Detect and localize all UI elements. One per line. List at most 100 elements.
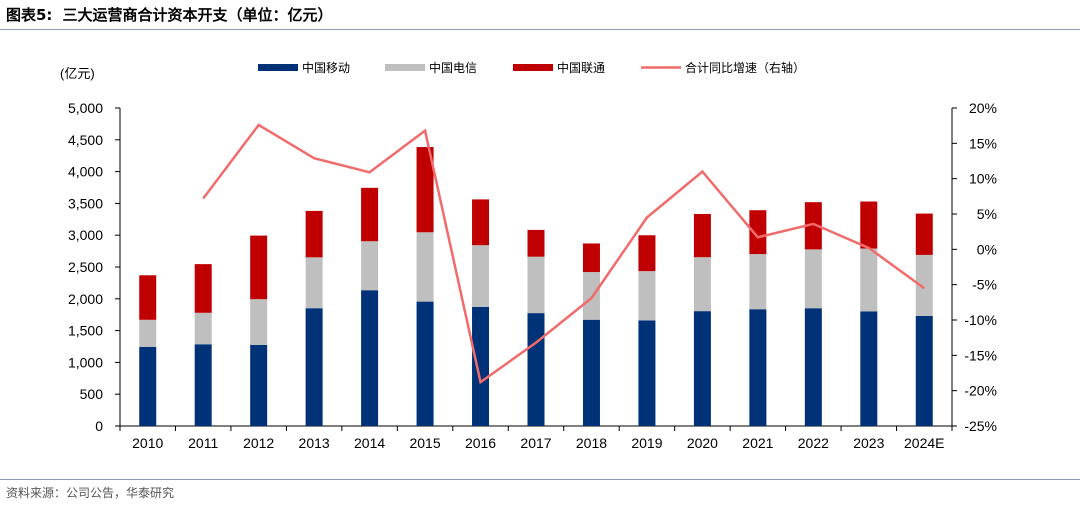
- y-right-tick-label: -25%: [964, 418, 997, 434]
- bar-cmcc: [693, 311, 711, 426]
- bar-telecom: [472, 245, 490, 307]
- y-left-tick-label: 1,500: [68, 323, 103, 339]
- bar-unicom: [527, 229, 545, 257]
- bar-unicom: [472, 199, 490, 246]
- bar-telecom: [638, 271, 656, 321]
- bar-telecom: [860, 248, 878, 312]
- x-tick-label: 2021: [742, 435, 773, 451]
- bar-cmcc: [472, 306, 490, 426]
- figure-title-text: 三大运营商合计资本开支（单位：亿元）: [62, 6, 333, 24]
- bar-telecom: [915, 254, 933, 316]
- bar-telecom: [527, 256, 545, 314]
- x-tick-label: 2010: [132, 435, 163, 451]
- y-left-tick-label: 1,000: [68, 354, 103, 370]
- bar-cmcc: [194, 344, 212, 426]
- bar-unicom: [139, 275, 157, 320]
- bar-telecom: [194, 312, 212, 345]
- bar-telecom: [361, 241, 379, 291]
- legend-growth-label: 合计同比增速（右轴）: [685, 60, 805, 75]
- bar-unicom: [915, 213, 933, 255]
- bar-unicom: [361, 187, 379, 242]
- y-right-tick-label: 0%: [977, 241, 997, 257]
- x-tick-label: 2014: [354, 435, 385, 451]
- y-right-tick-label: -5%: [972, 277, 997, 293]
- bar-unicom: [749, 210, 767, 255]
- y-right-tick-label: 10%: [969, 171, 997, 187]
- legend-growth: 合计同比增速（右轴）: [641, 60, 805, 75]
- y-right-tick-label: 20%: [969, 100, 997, 116]
- y-right-tick-label: 15%: [969, 135, 997, 151]
- bar-unicom: [250, 235, 268, 300]
- bar-telecom: [305, 257, 323, 309]
- bar-telecom: [582, 272, 600, 320]
- source-note: 资料来源：公司公告，华泰研究: [6, 486, 175, 500]
- bar-cmcc: [361, 290, 379, 426]
- bar-cmcc: [860, 311, 878, 426]
- chart-axes: 0 500 1,000 1,500 2,000 2,500 3,000 3,500 4,000 4…: [68, 100, 997, 451]
- bar-cmcc: [749, 309, 767, 426]
- capex-chart: 中国移动 中国电信 中国联通 合计同比增速（右轴） (亿元) 0 500 1,000 1,5…: [60, 60, 997, 451]
- x-tick-label: 2016: [465, 435, 496, 451]
- legend-cmcc: 中国移动: [258, 60, 350, 75]
- legend-cmcc-swatch: [258, 64, 298, 71]
- footer-divider: [0, 479, 1080, 480]
- figure-title: 图表5: 三大运营商合计资本开支（单位：亿元）: [6, 4, 332, 25]
- y-left-tick-label: 3,000: [68, 227, 103, 243]
- bar-unicom: [638, 235, 656, 272]
- legend-unicom-swatch: [513, 64, 553, 71]
- figure-label: 图表5:: [6, 6, 53, 24]
- bar-telecom: [804, 249, 822, 309]
- x-tick-label: 2017: [520, 435, 551, 451]
- y-axis-unit-label: (亿元): [60, 66, 95, 81]
- chart-bars: [139, 147, 933, 426]
- x-tick-label: 2023: [853, 435, 884, 451]
- y-left-tick-label: 5,000: [68, 100, 103, 116]
- x-tick-label: 2013: [299, 435, 330, 451]
- bar-unicom: [804, 202, 822, 250]
- bar-cmcc: [250, 344, 268, 426]
- y-right-tick-label: 5%: [977, 206, 997, 222]
- y-right-tick-label: -15%: [964, 347, 997, 363]
- x-tick-label: 2019: [631, 435, 662, 451]
- x-tick-label: 2012: [243, 435, 274, 451]
- x-tick-label: 2020: [687, 435, 718, 451]
- y-right-tick-label: -10%: [964, 312, 997, 328]
- bar-cmcc: [527, 313, 545, 426]
- bar-cmcc: [139, 346, 157, 426]
- legend-cmcc-label: 中国移动: [302, 60, 350, 75]
- bar-cmcc: [804, 308, 822, 426]
- bar-unicom: [582, 243, 600, 273]
- bar-unicom: [194, 264, 212, 313]
- bar-telecom: [250, 299, 268, 345]
- bar-cmcc: [638, 320, 656, 426]
- y-left-tick-label: 3,500: [68, 195, 103, 211]
- bar-telecom: [693, 257, 711, 312]
- bar-telecom: [416, 232, 434, 302]
- legend-telecom-swatch: [385, 64, 425, 71]
- y-left-tick-label: 4,500: [68, 132, 103, 148]
- legend-telecom: 中国电信: [385, 60, 477, 75]
- bar-telecom: [749, 254, 767, 310]
- y-left-tick-label: 0: [95, 418, 103, 434]
- bar-cmcc: [416, 301, 434, 426]
- bar-cmcc: [915, 315, 933, 426]
- x-tick-label: 2024E: [904, 435, 944, 451]
- y-left-tick-label: 4,000: [68, 164, 103, 180]
- x-tick-label: 2015: [409, 435, 440, 451]
- chart-legend: 中国移动 中国电信 中国联通 合计同比增速（右轴）: [258, 60, 805, 75]
- growth-line: [202, 123, 926, 385]
- title-divider: [0, 29, 1080, 30]
- bar-unicom: [860, 201, 878, 249]
- y-left-tick-label: 2,000: [68, 291, 103, 307]
- x-tick-label: 2018: [576, 435, 607, 451]
- bar-cmcc: [582, 319, 600, 426]
- y-right-tick-label: -20%: [964, 383, 997, 399]
- legend-unicom-label: 中国联通: [557, 60, 605, 75]
- bar-cmcc: [305, 308, 323, 426]
- x-tick-label: 2011: [188, 435, 218, 451]
- bar-telecom: [139, 319, 157, 347]
- bar-unicom: [305, 210, 323, 258]
- growth-line-layer: [202, 123, 926, 385]
- y-left-tick-label: 500: [80, 386, 104, 402]
- x-tick-label: 2022: [798, 435, 829, 451]
